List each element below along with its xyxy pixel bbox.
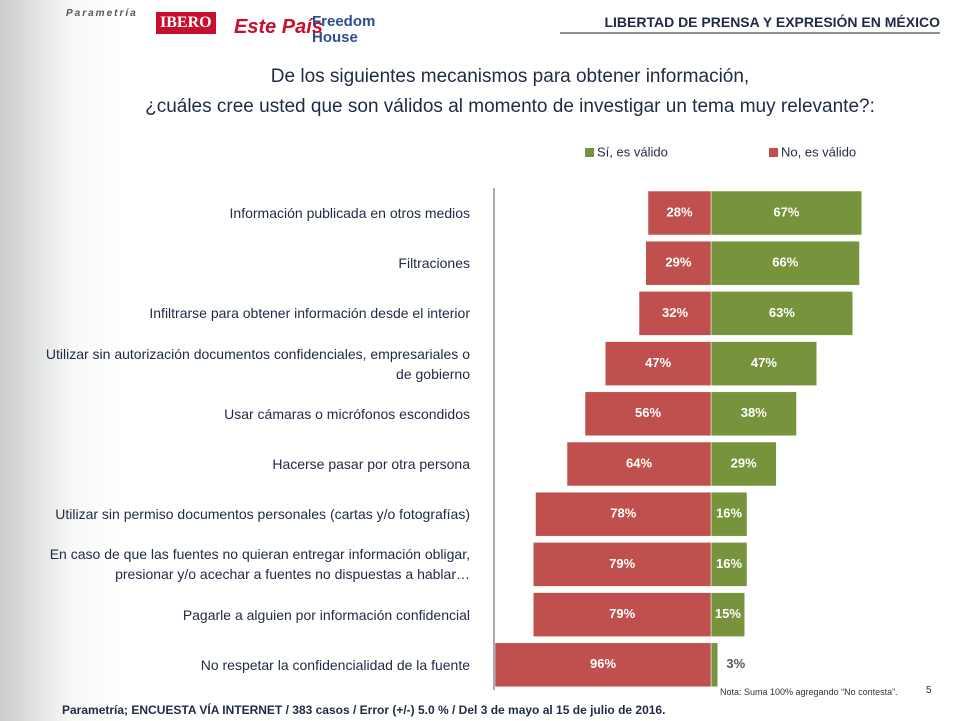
legend-swatch xyxy=(585,148,594,157)
logo: IBERO xyxy=(156,12,216,34)
data-label: 56% xyxy=(635,405,661,420)
bar xyxy=(710,240,860,286)
category-label: Pagarle a alguien por información confid… xyxy=(182,606,470,623)
bar xyxy=(638,291,712,336)
bar xyxy=(566,441,712,487)
data-label: 66% xyxy=(772,255,798,270)
legend-swatch xyxy=(769,148,778,157)
logo: Freedom House xyxy=(312,13,376,46)
bar xyxy=(605,341,712,386)
data-label: 96% xyxy=(590,656,616,671)
footer-source: Parametría; ENCUESTA VÍA INTERNET / 383 … xyxy=(62,703,666,717)
legend-label: No, es válido xyxy=(781,144,856,159)
bar xyxy=(710,291,853,336)
category-label: Hacerse pasar por otra persona xyxy=(272,456,470,472)
data-label: 63% xyxy=(769,305,795,320)
bar xyxy=(584,391,712,437)
category-label: Información publicada en otros medios xyxy=(229,205,470,221)
data-label: 15% xyxy=(715,606,741,621)
data-label: 29% xyxy=(665,255,691,270)
data-label: 16% xyxy=(716,506,742,521)
chart-title: ¿cuáles cree usted que son válidos al mo… xyxy=(145,96,875,117)
data-label: 67% xyxy=(773,204,799,219)
bar xyxy=(710,642,718,688)
category-label: Infiltrarse para obtener información des… xyxy=(149,305,470,322)
data-label: 32% xyxy=(662,305,688,320)
category-label: Utilizar sin permiso documentos personal… xyxy=(55,506,470,523)
bar xyxy=(647,190,712,236)
page-number: 5 xyxy=(926,685,932,696)
data-label: 16% xyxy=(716,556,742,571)
category-label: No respetar la confidencialidad de la fu… xyxy=(200,656,470,673)
bar xyxy=(710,592,745,637)
footnote: Nota: Suma 100% agregando “No contesta”. xyxy=(720,687,898,697)
logo: Este País xyxy=(234,16,323,38)
bar xyxy=(535,491,712,537)
category-label: Usar cámaras o micrófonos escondidos xyxy=(224,405,470,422)
legend-label: Sí, es válido xyxy=(597,144,668,159)
section-title: LIBERTAD DE PRENSA Y EXPRESIÓN EN MÉXICO xyxy=(560,14,940,34)
bar xyxy=(710,491,748,537)
data-label: 38% xyxy=(741,405,767,420)
category-label: Filtraciones xyxy=(398,255,470,272)
bar xyxy=(710,542,748,587)
data-label: 29% xyxy=(731,455,757,470)
data-label: 47% xyxy=(751,355,777,370)
data-label: 47% xyxy=(645,355,671,370)
logo: Parametría xyxy=(66,8,138,19)
bar xyxy=(494,642,712,688)
category-label: En caso de que las fuentes no quieran en… xyxy=(49,546,470,583)
data-label: 64% xyxy=(626,455,652,470)
bar xyxy=(710,341,817,386)
bar xyxy=(533,592,712,637)
bar xyxy=(710,190,862,236)
data-label: 79% xyxy=(609,556,635,571)
chart-title: De los siguientes mecanismos para obtene… xyxy=(270,66,750,87)
category-label: Utilizar sin autorización documentos con… xyxy=(45,345,470,382)
bar xyxy=(533,542,712,587)
data-label: 79% xyxy=(609,606,635,621)
bar xyxy=(645,240,712,286)
data-label: 28% xyxy=(666,204,692,219)
data-label: 78% xyxy=(610,506,636,521)
data-label: 3% xyxy=(726,656,745,671)
bar xyxy=(710,441,777,487)
